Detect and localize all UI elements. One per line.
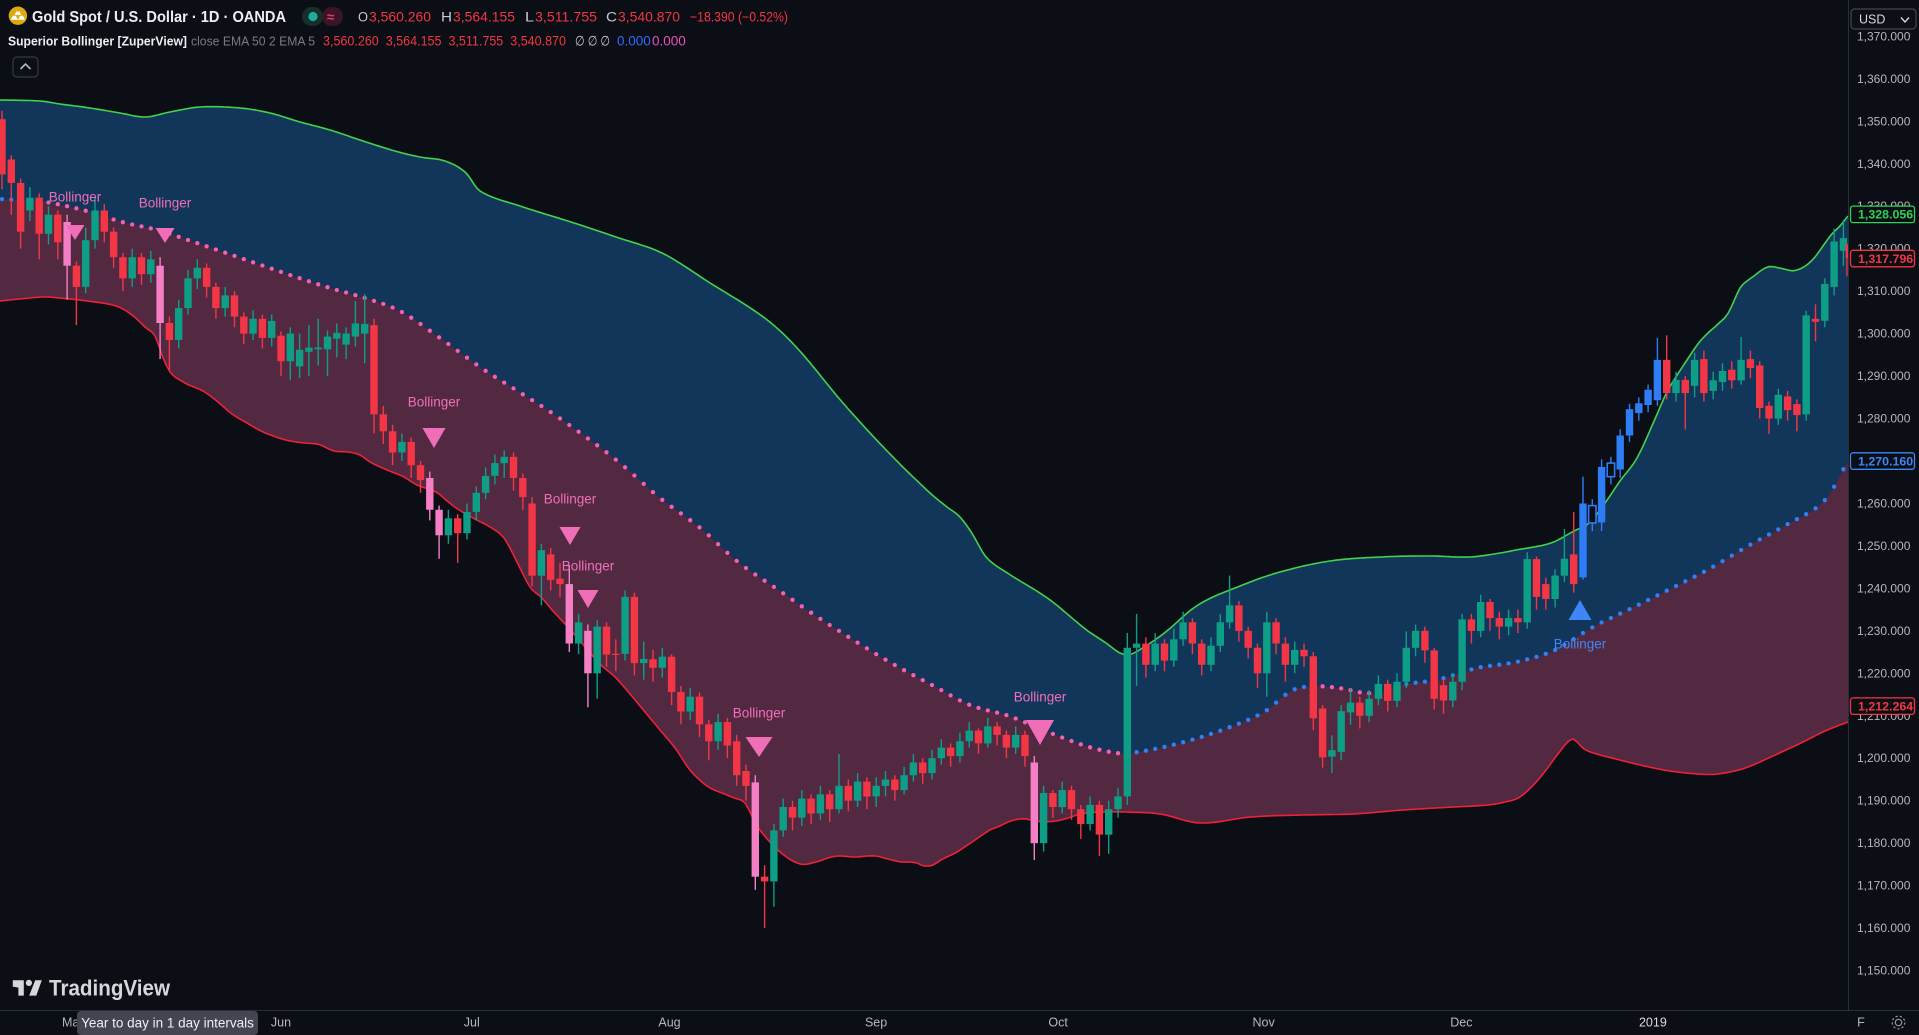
svg-text:Oct: Oct [1048,1016,1068,1030]
svg-text:TradingView: TradingView [49,976,171,1001]
svg-text:1,220.000: 1,220.000 [1857,666,1911,680]
svg-text:Nov: Nov [1252,1016,1275,1030]
svg-text:Bollinger: Bollinger [562,559,615,574]
svg-text:Bollinger: Bollinger [1014,690,1067,705]
svg-text:3,560.260: 3,560.260 [369,10,431,25]
svg-text:1,317.796: 1,317.796 [1858,252,1913,266]
svg-text:1,360.000: 1,360.000 [1857,72,1911,86]
svg-text:USD: USD [1859,13,1885,27]
svg-text:L: L [525,10,535,25]
svg-text:1,290.000: 1,290.000 [1857,369,1911,383]
svg-text:3,511.755: 3,511.755 [535,10,597,25]
svg-text:Bollinger: Bollinger [733,706,786,721]
svg-text:1,180.000: 1,180.000 [1857,836,1911,850]
svg-text:1,350.000: 1,350.000 [1857,114,1911,128]
svg-text:Jun: Jun [271,1016,291,1030]
svg-text:1,300.000: 1,300.000 [1857,327,1911,341]
svg-text:Superior Bollinger [ZuperView]: Superior Bollinger [ZuperView] [8,34,187,49]
svg-text:1,340.000: 1,340.000 [1857,157,1911,171]
svg-text:∅ ∅ ∅: ∅ ∅ ∅ [575,34,610,49]
svg-text:1,280.000: 1,280.000 [1857,412,1911,426]
svg-text:Ma: Ma [62,1016,79,1030]
svg-text:Gold Spot / U.S. Dollar · 1D ·: Gold Spot / U.S. Dollar · 1D · OANDA [32,9,286,26]
svg-text:3,564.155: 3,564.155 [453,10,515,25]
svg-text:C: C [606,10,617,25]
svg-text:3,540.870: 3,540.870 [618,10,680,25]
svg-text:Sep: Sep [865,1016,887,1030]
svg-text:Bollinger: Bollinger [544,492,597,507]
svg-text:Jul: Jul [464,1016,480,1030]
svg-text:Aug: Aug [658,1016,680,1030]
svg-text:1,250.000: 1,250.000 [1857,539,1911,553]
svg-text:1,200.000: 1,200.000 [1857,751,1911,765]
svg-text:O: O [358,10,368,25]
svg-text:Bollinger: Bollinger [408,395,461,410]
svg-text:1,370.000: 1,370.000 [1857,29,1911,43]
svg-text:1,160.000: 1,160.000 [1857,921,1911,935]
svg-text:1,328.056: 1,328.056 [1858,208,1913,222]
svg-text:1,260.000: 1,260.000 [1857,497,1911,511]
svg-text:Bollinger: Bollinger [49,190,102,205]
svg-text:Year to day in 1 day intervals: Year to day in 1 day intervals [81,1016,254,1031]
svg-text:1,230.000: 1,230.000 [1857,624,1911,638]
svg-text:close EMA 50 2 EMA 5: close EMA 50 2 EMA 5 [191,34,315,49]
svg-text:2019: 2019 [1639,1016,1667,1030]
svg-text:−18.390 (−0.52%): −18.390 (−0.52%) [690,10,788,25]
svg-text:1,170.000: 1,170.000 [1857,879,1911,893]
svg-text:F: F [1857,1016,1865,1030]
svg-text:1,310.000: 1,310.000 [1857,284,1911,298]
svg-text:0.000: 0.000 [617,34,651,49]
svg-text:1,270.160: 1,270.160 [1858,454,1913,468]
svg-text:Bollinger: Bollinger [139,196,192,211]
svg-text:Dec: Dec [1450,1016,1472,1030]
svg-text:H: H [441,10,452,25]
svg-text:1,190.000: 1,190.000 [1857,794,1911,808]
svg-text:Bollinger: Bollinger [1554,637,1607,652]
svg-text:≈: ≈ [327,10,335,25]
svg-text:1,150.000: 1,150.000 [1857,964,1911,978]
svg-text:1,240.000: 1,240.000 [1857,581,1911,595]
svg-text:0.000: 0.000 [652,34,686,49]
svg-text:1,212.264: 1,212.264 [1858,699,1913,713]
svg-text:3,560.260 3,564.155 3,511.75: 3,560.260 3,564.155 3,511.755 3,540.870 [323,34,566,49]
